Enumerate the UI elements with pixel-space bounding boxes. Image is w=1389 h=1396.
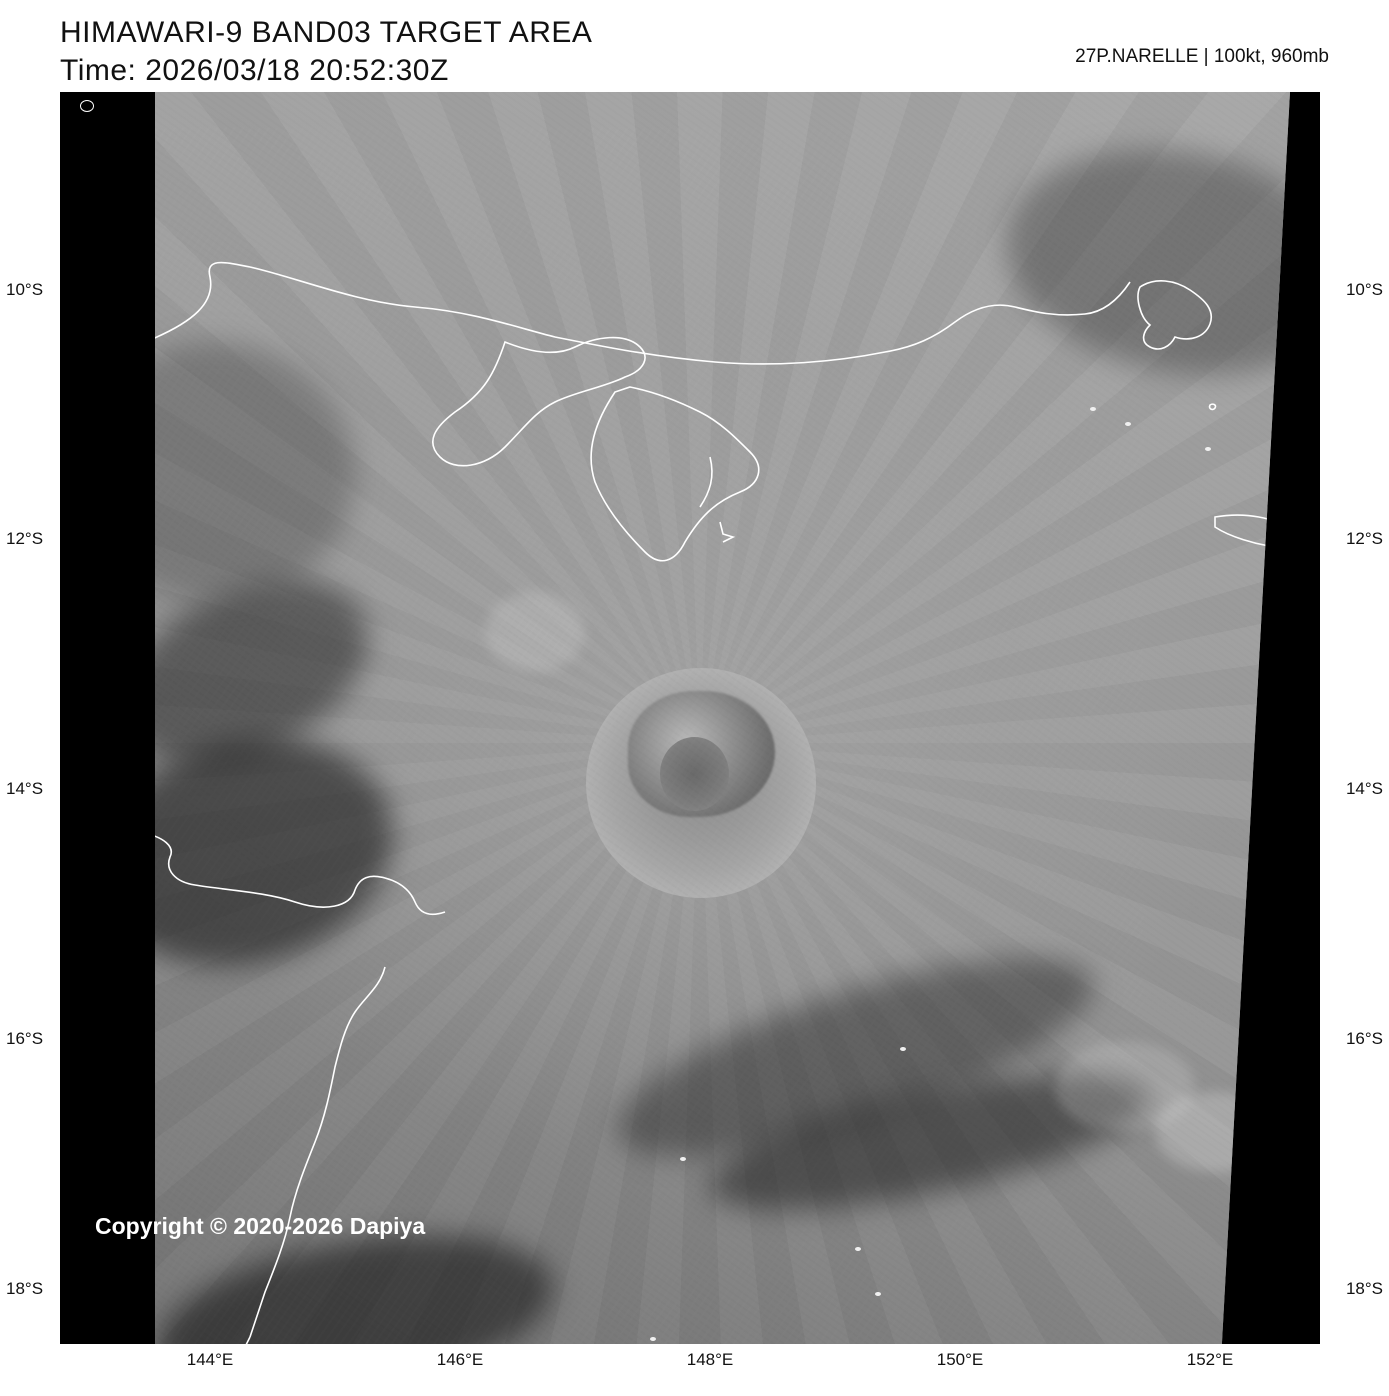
lat-label: 18°S [6, 1279, 43, 1299]
copyright-text: Copyright © 2020-2026 Dapiya [95, 1213, 425, 1240]
lon-label: 152°E [1187, 1350, 1234, 1370]
lat-label: 16°S [1346, 1029, 1383, 1049]
lon-label: 146°E [437, 1350, 484, 1370]
lat-label: 12°S [1346, 529, 1383, 549]
satellite-image-page: HIMAWARI-9 BAND03 TARGET AREA Time: 2026… [0, 0, 1389, 1396]
lon-label: 150°E [937, 1350, 984, 1370]
storm-info-label: 27P.NARELLE | 100kt, 960mb [1075, 46, 1329, 68]
lat-label: 16°S [6, 1029, 43, 1049]
lon-label: 144°E [187, 1350, 234, 1370]
coastline-overlay [155, 92, 1290, 1344]
longitude-axis: 144°E 146°E 148°E 150°E 152°E [60, 1350, 1320, 1386]
lat-label: 18°S [1346, 1279, 1383, 1299]
reference-circle-marker [80, 100, 94, 112]
lat-label: 14°S [1346, 779, 1383, 799]
satellite-image-frame[interactable] [60, 92, 1320, 1344]
cloud-imagery [155, 92, 1290, 1344]
lat-label: 12°S [6, 529, 43, 549]
lat-label: 10°S [1346, 280, 1383, 300]
lat-label: 10°S [6, 280, 43, 300]
lat-label: 14°S [6, 779, 43, 799]
lon-label: 148°E [687, 1350, 734, 1370]
